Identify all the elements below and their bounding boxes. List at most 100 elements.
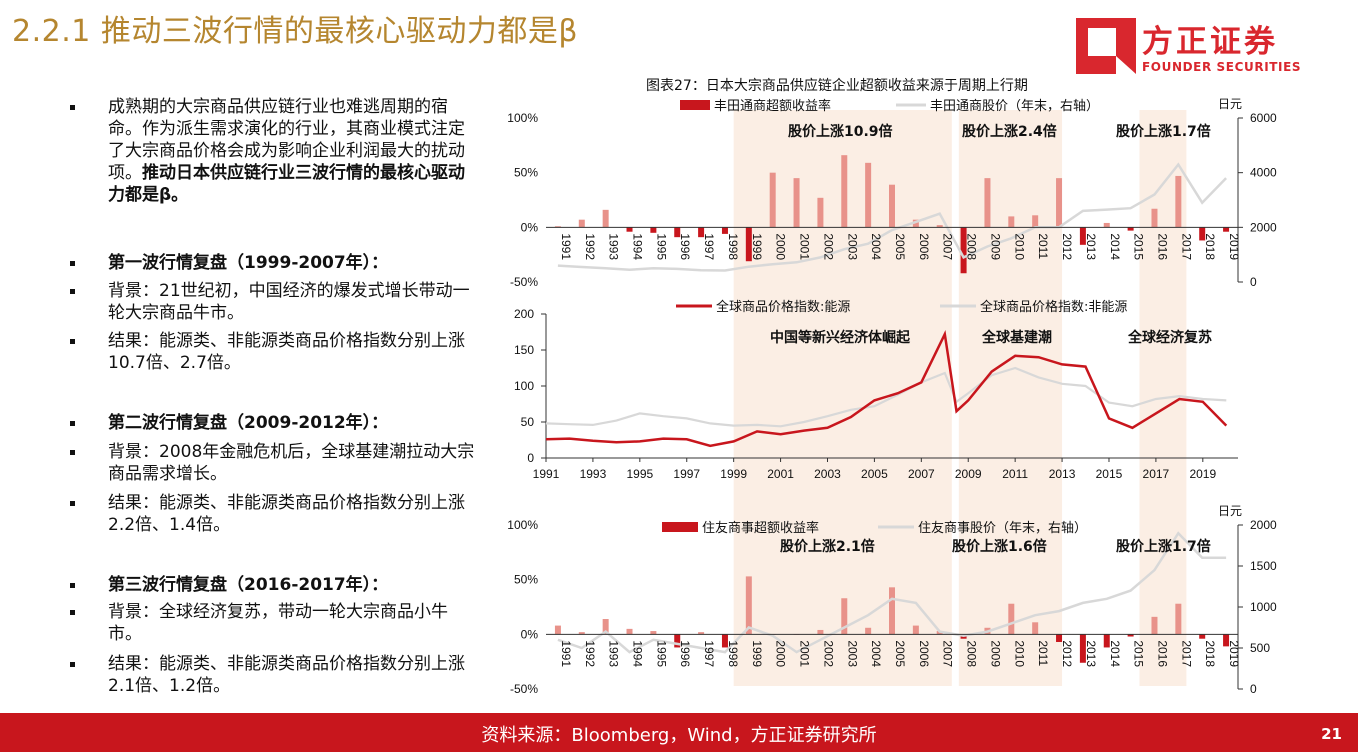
excess-return-bar: [817, 629, 824, 635]
excess-return-bar: [602, 209, 609, 228]
y2-axis-tick-label: 1000: [1250, 600, 1277, 614]
legend-label: 丰田通商股价（年末，右轴）: [930, 99, 1099, 114]
x-axis-tick-label: 1995: [626, 467, 653, 481]
x-axis-tick-label: 2007: [941, 640, 955, 667]
x-axis-tick-label: 1993: [607, 640, 621, 667]
excess-return-bar: [1127, 634, 1134, 637]
footer-bar: 资料来源：Bloomberg，Wind，方正证券研究所 21: [0, 713, 1358, 752]
y-axis-tick-label: 50: [521, 415, 535, 429]
x-axis-tick-label: 2000: [774, 640, 788, 667]
y2-axis-tick-label: 1500: [1250, 559, 1277, 573]
period-annotation: 股价上涨1.6倍: [952, 538, 1047, 555]
x-axis-tick-label: 2014: [1108, 640, 1122, 667]
x-axis-tick-label: 1993: [607, 233, 621, 260]
excess-return-bar: [626, 628, 633, 635]
x-axis-tick-label: 1994: [631, 233, 645, 260]
x-axis-tick-label: 2001: [798, 640, 812, 667]
bullet-text: 背景：2008年金融危机后，全球基建潮拉动大宗商品需求增长。: [108, 442, 475, 484]
period-annotation: 全球基建潮: [981, 329, 1052, 346]
excess-return-bar: [602, 619, 609, 635]
x-axis-tick-label: 2004: [869, 640, 883, 667]
bullet-item: 结果：能源类、非能源类商品价格指数分别上涨2.1倍、1.2倍。: [70, 653, 480, 697]
x-axis-tick-label: 2008: [965, 233, 979, 260]
x-axis-tick-label: 2003: [814, 467, 841, 481]
excess-return-bar: [1127, 227, 1134, 231]
x-axis-tick-label: 2012: [1060, 233, 1074, 260]
x-axis-tick-label: 1998: [726, 233, 740, 260]
founder-logo-mark-icon: [1076, 18, 1136, 74]
y2-axis-tick-label: 2000: [1250, 518, 1277, 532]
chart-title: 图表27：日本大宗商品供应链企业超额收益来源于周期上行期: [646, 77, 1028, 94]
x-axis-tick-label: 2002: [821, 640, 835, 667]
excess-return-bar: [1079, 634, 1086, 663]
excess-return-bar: [841, 155, 848, 228]
x-axis-tick-label: 1992: [583, 640, 597, 667]
x-axis-tick-label: 2018: [1203, 233, 1217, 260]
bullet-heading: 第三波行情复盘（2016-2017年）：: [108, 575, 389, 595]
excess-return-bar: [578, 632, 585, 635]
legend-label: 住友商事超额收益率: [702, 520, 819, 536]
x-axis-tick-label: 1992: [583, 233, 597, 260]
excess-return-bar: [1032, 215, 1039, 228]
bullet-item: 背景：2008年金融危机后，全球基建潮拉动大宗商品需求增长。: [70, 441, 480, 485]
x-axis-tick-label: 2019: [1227, 640, 1241, 667]
excess-return-bar: [1175, 175, 1182, 228]
x-axis-tick-label: 1999: [720, 467, 747, 481]
excess-return-bar: [554, 625, 561, 635]
excess-return-bar: [1151, 616, 1158, 635]
bullet-text: 背景：21世纪初，中国经济的爆发式增长带动一轮大宗商品牛市。: [108, 281, 470, 323]
excess-return-bar: [1008, 216, 1015, 228]
y2-axis-tick-label: 0: [1250, 682, 1257, 696]
period-annotation: 全球经济复苏: [1127, 329, 1212, 346]
excess-return-bar: [1199, 634, 1206, 639]
x-axis-tick-label: 1996: [678, 640, 692, 667]
y2-axis-tick-label: 2000: [1250, 220, 1277, 234]
bullet-item: 第一波行情复盘（1999-2007年）：: [70, 252, 480, 274]
y2-axis-unit: 日元: [1218, 97, 1242, 111]
excess-return-bar: [1199, 227, 1206, 241]
energy-index-line: [545, 330, 1228, 448]
excess-return-bar: [1103, 222, 1110, 228]
bullet-marker-icon: [70, 501, 75, 506]
non-energy-index-line: [545, 366, 1227, 428]
excess-return-bar: [1103, 634, 1110, 648]
x-axis-tick-label: 2001: [798, 233, 812, 260]
x-axis-tick-label: 1991: [559, 640, 573, 667]
y-axis-tick-label: 100: [514, 379, 534, 393]
bullet-marker-icon: [70, 662, 75, 667]
x-axis-tick-label: 2014: [1108, 233, 1122, 260]
excess-return-bar: [578, 219, 585, 228]
excess-return-bar: [1079, 227, 1086, 245]
period-annotation: 股价上涨1.7倍: [1116, 123, 1211, 140]
period-annotation: 股价上涨2.1倍: [780, 538, 875, 555]
bullet-item: 第三波行情复盘（2016-2017年）：: [70, 574, 480, 596]
y2-axis-unit: 日元: [1218, 504, 1242, 518]
x-axis-tick-label: 2011: [1002, 467, 1028, 481]
y-axis-tick-label: 0%: [521, 627, 539, 641]
x-axis-tick-label: 2015: [1132, 233, 1146, 260]
excess-return-bar: [1056, 178, 1063, 228]
legend-label: 全球商品价格指数:能源: [716, 299, 850, 315]
x-axis-tick-label: 2010: [1012, 233, 1026, 260]
excess-return-bar: [960, 227, 967, 274]
x-axis-tick-label: 2018: [1203, 640, 1217, 667]
legend-swatch-bar: [662, 522, 698, 532]
legend-label: 住友商事股价（年末，右轴）: [918, 520, 1087, 536]
period-annotation: 股价上涨10.9倍: [788, 123, 893, 140]
bullet-marker-icon: [70, 610, 75, 615]
x-axis-tick-label: 2001: [767, 467, 794, 481]
bullet-marker-icon: [70, 261, 75, 266]
excess-return-bar: [745, 576, 752, 635]
bullet-item: 成熟期的大宗商品供应链行业也难逃周期的宿命。作为派生需求演化的行业，其商业模式注…: [70, 96, 480, 206]
excess-return-bar: [626, 227, 633, 232]
bullet-marker-icon: [70, 421, 75, 426]
stock-price-line: [557, 162, 1227, 272]
x-axis-tick-label: 2007: [908, 467, 935, 481]
bullet-marker-icon: [70, 450, 75, 455]
excess-return-bar: [912, 219, 919, 228]
page-number: 21: [1321, 725, 1342, 743]
x-axis-tick-label: 1999: [750, 640, 764, 667]
bullet-item: 结果：能源类、非能源类商品价格指数分别上涨10.7倍、2.7倍。: [70, 330, 480, 374]
x-axis-tick-label: 2007: [941, 233, 955, 260]
commodity-cycle-chart: 图表27：日本大宗商品供应链企业超额收益来源于周期上行期 100% 50% 0% -5…: [507, 77, 1277, 696]
